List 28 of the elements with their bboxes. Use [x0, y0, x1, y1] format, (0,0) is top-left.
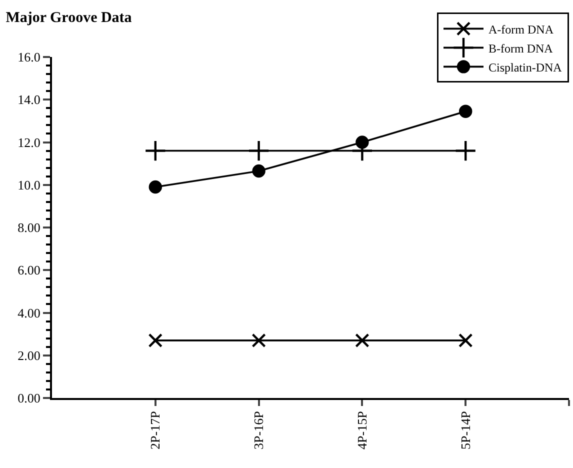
x-tick-label: 3P-16P [251, 411, 266, 450]
point [458, 333, 473, 348]
y-tick-label: 4.00 [18, 305, 40, 320]
point [355, 333, 370, 348]
y-tick-label: 16.0 [18, 50, 40, 65]
y-tick-label: 2.00 [18, 348, 40, 363]
legend-label: B-form DNA [488, 41, 554, 56]
point [252, 333, 266, 348]
x-tick-label: 2P-17P [148, 411, 163, 450]
legend-label: Cisplatin-DNA [488, 60, 562, 74]
y-tick-label: 12.0 [18, 134, 40, 150]
point [459, 104, 472, 118]
point [144, 140, 166, 162]
point [356, 136, 369, 149]
point [148, 333, 162, 348]
x-tick-label: 4P-15P [354, 411, 370, 450]
y-tick-label: 10.0 [18, 177, 40, 192]
y-tick-label: 8.00 [18, 220, 40, 236]
y-tick-label: 6.00 [18, 262, 40, 278]
x-tick-label: 5P-14P [458, 411, 473, 450]
chart-title: Major Groove Data [6, 10, 132, 26]
point [248, 140, 270, 162]
point [454, 140, 476, 162]
y-tick-label: 14.0 [18, 92, 40, 108]
point [252, 164, 266, 178]
point [148, 180, 162, 194]
y-tick-label: 0.00 [18, 390, 40, 406]
legend-label: A-form DNA [488, 22, 554, 36]
